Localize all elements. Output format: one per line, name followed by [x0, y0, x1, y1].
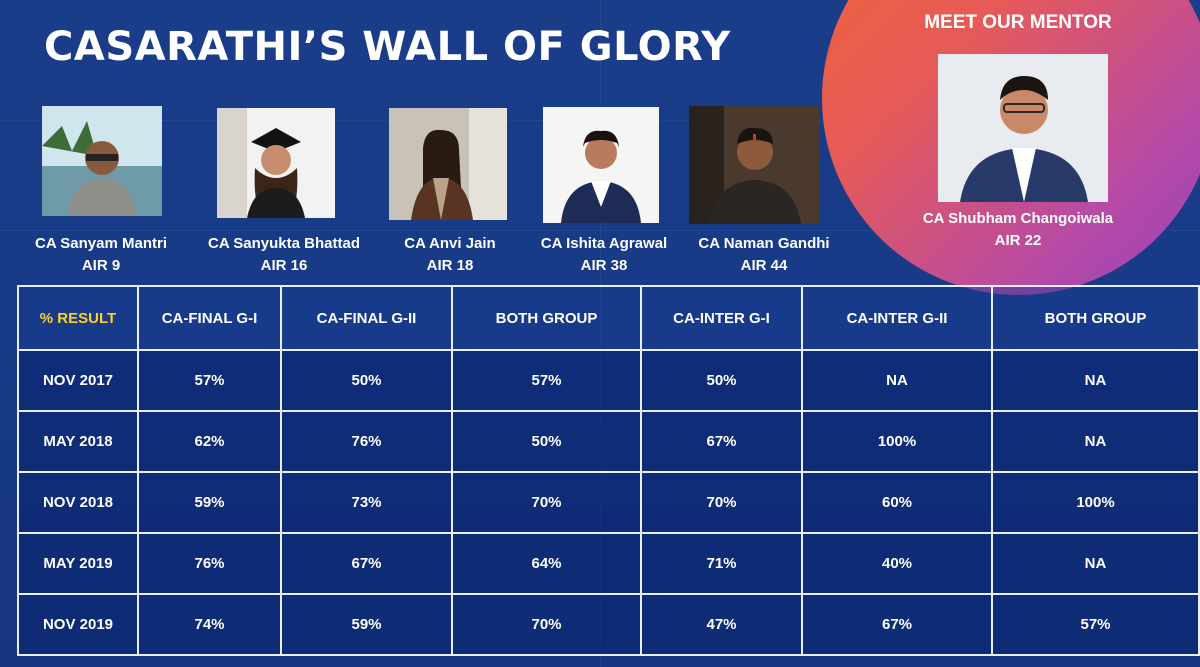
table-header-cell: % RESULT [17, 285, 139, 351]
table-header-cell: CA-INTER G-I [640, 285, 803, 351]
topper-photo-2 [217, 108, 335, 218]
page-title: CASARATHI’S WALL OF GLORY [44, 24, 731, 70]
table-row: NOV 2018 59% 73% 70% 70% 60% 100% [17, 471, 1200, 534]
table-cell: 50% [280, 349, 453, 412]
table-cell: 100% [991, 471, 1200, 534]
topper-rank: AIR 38 [580, 257, 628, 274]
table-row: MAY 2019 76% 67% 64% 71% 40% NA [17, 532, 1200, 595]
table-row: NOV 2019 74% 59% 70% 47% 67% 57% [17, 593, 1200, 656]
table-cell: 70% [451, 593, 642, 656]
topper-card-5: CA Naman Gandhi AIR 44 [698, 233, 829, 277]
topper-rank: AIR 18 [426, 257, 474, 274]
mentor-card: CA Shubham Changoiwala AIR 22 [912, 208, 1124, 252]
table-cell: MAY 2019 [17, 532, 139, 595]
table-cell: 57% [991, 593, 1200, 656]
table-cell: 62% [137, 410, 282, 473]
table-row: NOV 2017 57% 50% 57% 50% NA NA [17, 349, 1200, 412]
table-cell: 74% [137, 593, 282, 656]
table-cell: 67% [801, 593, 993, 656]
topper-name: CA Sanyam Mantri [35, 235, 167, 252]
table-cell: NOV 2017 [17, 349, 139, 412]
topper-photo-4 [543, 107, 659, 223]
table-cell: NOV 2018 [17, 471, 139, 534]
table-header-cell: BOTH GROUP [991, 285, 1200, 351]
table-cell: NA [801, 349, 993, 412]
table-cell: 59% [137, 471, 282, 534]
table-cell: 57% [137, 349, 282, 412]
table-cell: NOV 2019 [17, 593, 139, 656]
table-cell: 73% [280, 471, 453, 534]
mentor-photo [938, 54, 1108, 202]
mentor-heading: MEET OUR MENTOR [924, 12, 1112, 33]
table-header-cell: BOTH GROUP [451, 285, 642, 351]
table-cell: 76% [280, 410, 453, 473]
table-cell: 59% [280, 593, 453, 656]
table-header-row: % RESULT CA-FINAL G-I CA-FINAL G-II BOTH… [17, 285, 1200, 351]
topper-rank: AIR 9 [81, 257, 121, 274]
table-cell: 67% [280, 532, 453, 595]
topper-photo-1 [42, 106, 162, 216]
table-cell: 71% [640, 532, 803, 595]
topper-card-3: CA Anvi Jain AIR 18 [404, 233, 495, 277]
table-header-cell: CA-INTER G-II [801, 285, 993, 351]
topper-photo-3 [389, 108, 507, 220]
table-cell: NA [991, 532, 1200, 595]
topper-card-2: CA Sanyukta Bhattad AIR 16 [208, 233, 360, 277]
table-header-cell: CA-FINAL G-I [137, 285, 282, 351]
topper-name: CA Naman Gandhi [698, 235, 830, 252]
table-cell: NA [991, 410, 1200, 473]
topper-photo-5 [689, 106, 819, 224]
table-row: MAY 2018 62% 76% 50% 67% 100% NA [17, 410, 1200, 473]
table-cell: 50% [640, 349, 803, 412]
table-header-cell: CA-FINAL G-II [280, 285, 453, 351]
table-cell: 70% [451, 471, 642, 534]
topper-name: CA Anvi Jain [404, 235, 496, 252]
table-cell: 67% [640, 410, 803, 473]
table-cell: 76% [137, 532, 282, 595]
table-cell: 100% [801, 410, 993, 473]
table-cell: 40% [801, 532, 993, 595]
topper-card-4: CA Ishita Agrawal AIR 38 [541, 233, 667, 277]
topper-rank: AIR 16 [260, 257, 308, 274]
table-cell: 60% [801, 471, 993, 534]
mentor-rank: AIR 22 [994, 232, 1042, 249]
mentor-name: CA Shubham Changoiwala [922, 210, 1114, 227]
topper-card-1: CA Sanyam Mantri AIR 9 [35, 233, 167, 277]
topper-rank: AIR 44 [740, 257, 788, 274]
table-cell: 64% [451, 532, 642, 595]
table-cell: 70% [640, 471, 803, 534]
table-cell: 57% [451, 349, 642, 412]
table-cell: 47% [640, 593, 803, 656]
results-table: % RESULT CA-FINAL G-I CA-FINAL G-II BOTH… [17, 285, 1200, 656]
table-cell: MAY 2018 [17, 410, 139, 473]
topper-name: CA Ishita Agrawal [540, 235, 668, 252]
table-cell: 50% [451, 410, 642, 473]
table-cell: NA [991, 349, 1200, 412]
topper-name: CA Sanyukta Bhattad [208, 235, 360, 252]
